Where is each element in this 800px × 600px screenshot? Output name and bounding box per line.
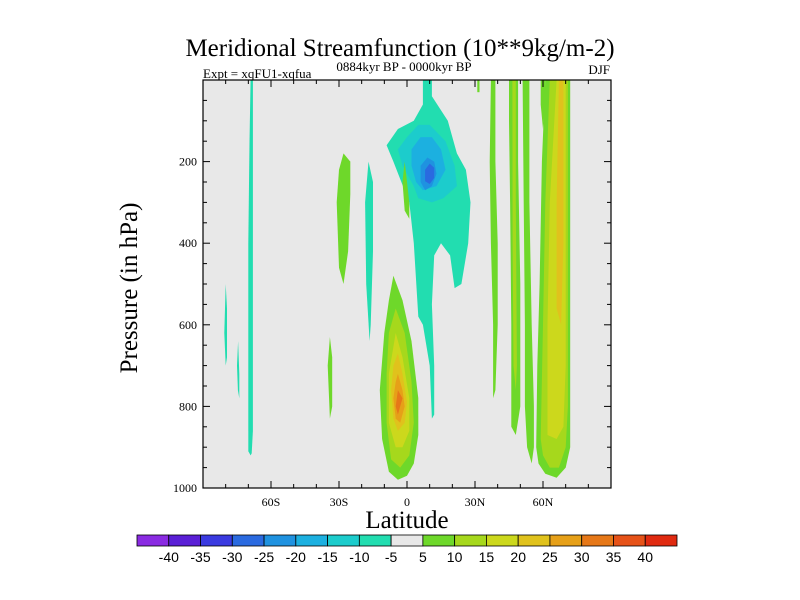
x-tick-label: 60N	[533, 495, 554, 509]
time-range-label: 0884kyr BP - 0000kyr BP	[336, 59, 471, 74]
x-tick-label: 0	[404, 495, 410, 509]
colorbar-swatch	[486, 534, 519, 547]
colorbar-swatch	[517, 534, 551, 547]
colorbar-label: -25	[254, 549, 274, 565]
x-tick-label: 60S	[262, 495, 281, 509]
colorbar-label: -35	[190, 549, 210, 565]
contour-regions	[224, 80, 571, 480]
colorbar-label: -40	[159, 549, 179, 565]
y-axis-title: Pressure (in hPa)	[116, 203, 143, 374]
colorbar-label: 5	[419, 549, 427, 565]
colorbar-swatch	[295, 534, 328, 547]
colorbar-label: 20	[510, 549, 526, 565]
x-axis-title: Latitude	[365, 507, 448, 534]
season-label: DJF	[588, 62, 610, 77]
colorbar-label: -30	[222, 549, 242, 565]
axis-ticks: 60S 30S 0 30N 60N 200 400 600 800 1000	[173, 80, 611, 509]
colorbar-swatch	[327, 534, 360, 547]
colorbar: -40 -35 -30 -25 -20 -15 -10 -5 5 10 15 20 25 30 35 40	[136, 534, 678, 565]
colorbar-label: 30	[574, 549, 590, 565]
y-tick-label: 800	[179, 399, 197, 413]
experiment-label: Expt = xqFU1-xqfua	[203, 66, 312, 81]
contour-region	[477, 80, 480, 93]
colorbar-swatch	[263, 534, 297, 547]
colorbar-swatch	[581, 534, 614, 547]
contour-region	[556, 80, 564, 325]
colorbar-label: 25	[542, 549, 558, 565]
contour-region	[425, 163, 435, 184]
contour-region	[395, 390, 403, 415]
colorbar-swatch	[136, 534, 170, 547]
colorbar-swatch	[168, 534, 201, 547]
contour-region	[402, 161, 410, 219]
contour-region	[248, 80, 253, 456]
contour-region	[489, 80, 498, 399]
colorbar-swatch	[200, 534, 233, 547]
colorbar-label: 15	[479, 549, 495, 565]
colorbar-label: -5	[385, 549, 398, 565]
y-tick-label: 600	[179, 318, 197, 332]
colorbar-label: 35	[606, 549, 622, 565]
colorbar-swatch	[231, 534, 265, 547]
chart-title: Meridional Streamfunction (10**9kg/m-2)	[185, 35, 614, 62]
contour-region	[522, 80, 534, 464]
x-tick-label: 30S	[330, 495, 349, 509]
colorbar-swatch	[358, 534, 392, 547]
y-tick-label: 200	[179, 155, 197, 169]
colorbar-label: -15	[317, 549, 337, 565]
y-tick-label: 400	[179, 236, 197, 250]
colorbar-swatch	[644, 534, 678, 547]
colorbar-label: -20	[286, 549, 306, 565]
contour-region	[512, 80, 517, 391]
colorbar-swatch	[613, 534, 646, 547]
colorbar-swatch	[549, 534, 583, 547]
colorbar-swatch	[422, 534, 456, 547]
colorbar-label: 40	[637, 549, 653, 565]
y-tick-label: 1000	[173, 481, 197, 495]
contour-region	[365, 161, 373, 342]
colorbar-swatch	[454, 534, 487, 547]
x-tick-label: 30N	[465, 495, 486, 509]
colorbar-label: -10	[349, 549, 369, 565]
contour-region	[540, 80, 546, 129]
contour-region	[327, 337, 333, 419]
contour-region	[237, 341, 240, 399]
contour-region	[336, 153, 351, 284]
colorbar-swatch	[390, 534, 424, 547]
colorbar-label: 10	[447, 549, 463, 565]
contour-region	[224, 284, 227, 366]
